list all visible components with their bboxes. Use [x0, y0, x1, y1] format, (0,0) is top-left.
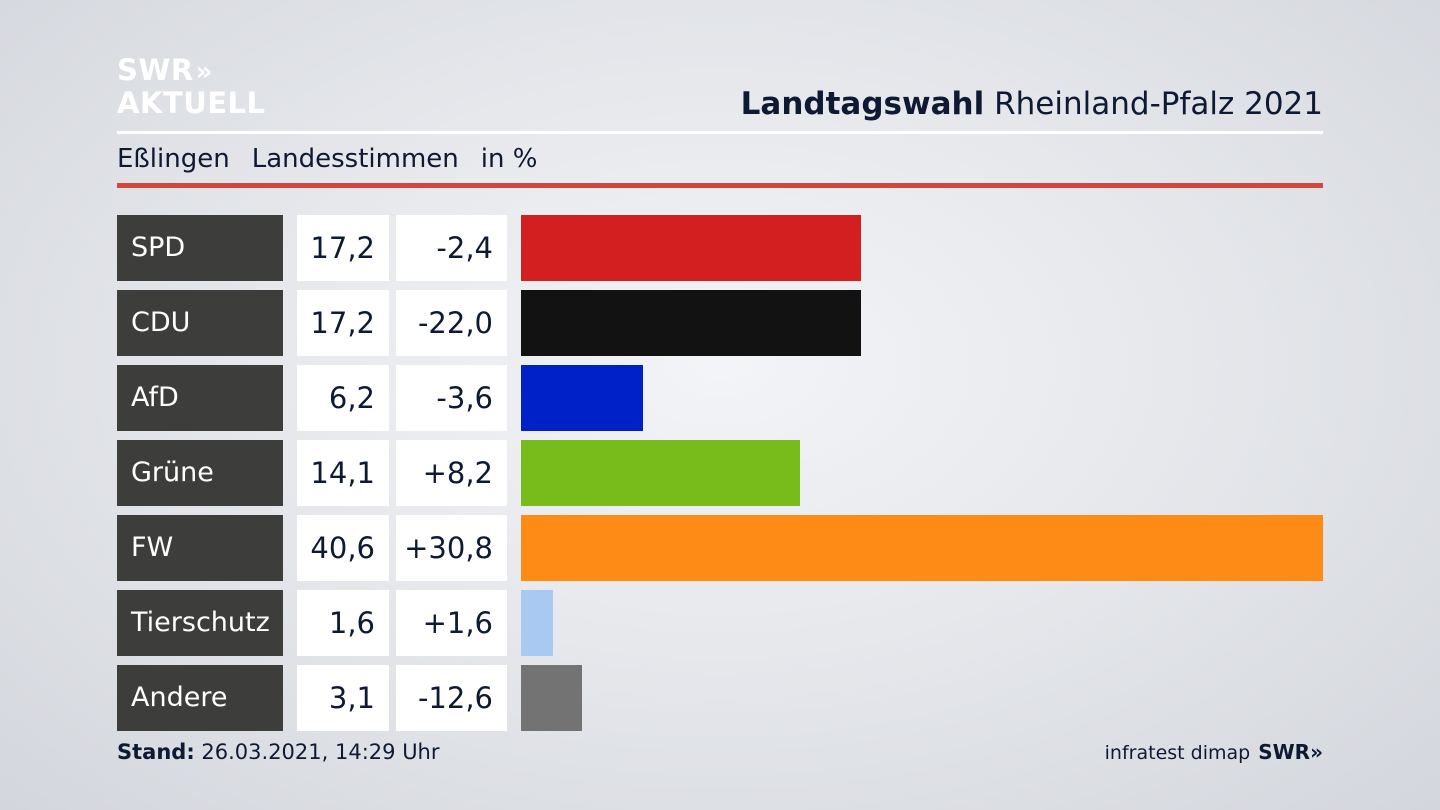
swr-aktuell-logo: SWR» AKTUELL — [117, 55, 266, 119]
source-credit: infratest dimap SWR» — [1105, 740, 1323, 764]
vote-share-bar — [521, 290, 861, 356]
result-row: FW 40,6 +30,8 — [117, 515, 1323, 581]
change-value: +1,6 — [396, 590, 507, 656]
result-row: AfD 6,2 -3,6 — [117, 365, 1323, 431]
change-value: +8,2 — [396, 440, 507, 506]
vote-share-value: 17,2 — [297, 215, 389, 281]
timestamp: Stand: 26.03.2021, 14:29 Uhr — [117, 740, 440, 764]
party-label: FW — [117, 515, 283, 581]
subtitle-unit: in % — [480, 144, 538, 174]
result-row: CDU 17,2 -22,0 — [117, 290, 1323, 356]
change-value: -2,4 — [396, 215, 507, 281]
vote-share-value: 3,1 — [297, 665, 389, 731]
vote-share-value: 14,1 — [297, 440, 389, 506]
change-value: +30,8 — [396, 515, 507, 581]
vote-share-bar — [521, 665, 583, 731]
party-label: SPD — [117, 215, 283, 281]
party-label: Andere — [117, 665, 283, 731]
vote-share-value: 17,2 — [297, 290, 389, 356]
party-label: Grüne — [117, 440, 283, 506]
change-value: -22,0 — [396, 290, 507, 356]
change-value: -12,6 — [396, 665, 507, 731]
party-label: AfD — [117, 365, 283, 431]
vote-share-bar — [521, 590, 553, 656]
result-row: Grüne 14,1 +8,2 — [117, 440, 1323, 506]
subtitle-vote-type: Landesstimmen — [251, 144, 459, 174]
result-row: Andere 3,1 -12,6 — [117, 665, 1323, 731]
result-row: Tierschutz 1,6 +1,6 — [117, 590, 1323, 656]
logo-aktuell-text: AKTUELL — [117, 86, 266, 120]
vote-share-value: 40,6 — [297, 515, 389, 581]
subtitle-location: Eßlingen — [117, 144, 230, 174]
vote-share-bar — [521, 440, 800, 506]
subtitle-divider — [117, 183, 1323, 188]
source-name: infratest dimap — [1104, 742, 1251, 764]
swr-brand-logo: SWR» — [1258, 740, 1323, 764]
party-label: Tierschutz — [117, 590, 283, 656]
vote-share-value: 6,2 — [297, 365, 389, 431]
change-value: -3,6 — [396, 365, 507, 431]
result-row: SPD 17,2 -2,4 — [117, 215, 1323, 281]
vote-share-bar — [521, 365, 644, 431]
logo-swr-text: SWR — [117, 53, 194, 87]
logo-arrows-icon: » — [195, 57, 213, 87]
title-divider — [117, 131, 1323, 134]
vote-share-bar — [521, 215, 861, 281]
timestamp-label: Stand: — [117, 740, 195, 764]
title-rest: Rheinland-Pfalz 2021 — [994, 86, 1323, 122]
chart-subtitle: Eßlingen Landesstimmen in % — [117, 144, 559, 174]
party-label: CDU — [117, 290, 283, 356]
vote-share-bar — [521, 515, 1323, 581]
chart-title: Landtagswahl Rheinland-Pfalz 2021 — [741, 86, 1323, 122]
vote-share-value: 1,6 — [297, 590, 389, 656]
timestamp-value: 26.03.2021, 14:29 Uhr — [201, 740, 440, 764]
title-bold: Landtagswahl — [740, 86, 985, 122]
